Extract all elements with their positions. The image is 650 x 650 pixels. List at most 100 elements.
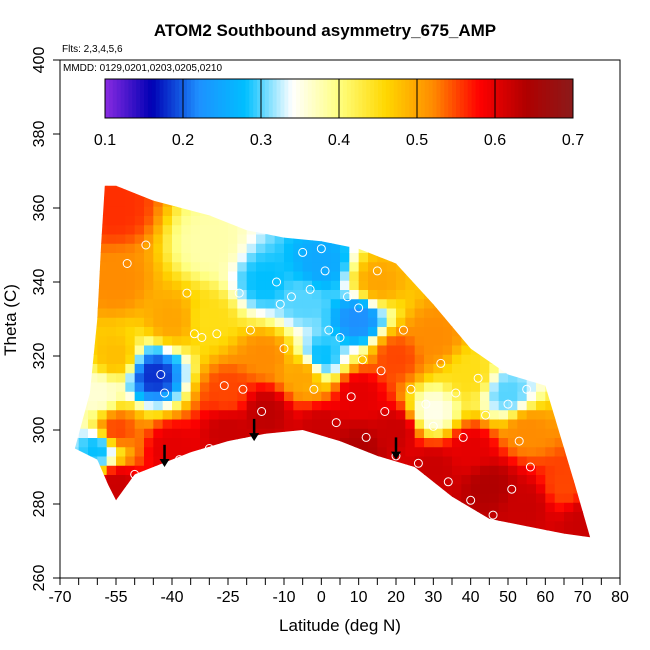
heat-cell xyxy=(498,270,509,281)
heat-cell xyxy=(256,233,266,244)
heat-cell xyxy=(218,215,229,226)
heat-cell xyxy=(405,185,416,189)
heat-cell xyxy=(498,298,509,309)
colorbar-segment xyxy=(132,79,137,118)
heat-cell xyxy=(218,381,229,392)
heat-cell xyxy=(237,243,248,253)
heat-cell xyxy=(228,428,238,438)
heat-cell xyxy=(78,354,89,364)
heat-cell xyxy=(452,187,462,198)
heat-cell xyxy=(396,483,406,494)
heat-cell xyxy=(78,400,89,411)
heat-cell xyxy=(499,169,509,179)
heat-cell xyxy=(116,409,126,420)
heat-cell xyxy=(218,280,229,290)
heat-cell xyxy=(592,234,602,244)
heat-cell xyxy=(228,169,238,179)
heat-cell xyxy=(424,511,434,522)
heat-cell xyxy=(592,299,602,309)
heat-cell xyxy=(209,298,220,309)
colorbar-segment xyxy=(428,79,434,118)
observation-point xyxy=(234,288,244,298)
colorbar-segment xyxy=(140,79,145,118)
heat-cell xyxy=(349,483,360,494)
heat-cell xyxy=(405,215,416,226)
heat-cell xyxy=(405,502,416,512)
heat-cell xyxy=(74,354,80,364)
heat-cell xyxy=(97,298,108,309)
heat-cell xyxy=(358,317,369,327)
heat-cell xyxy=(246,289,257,300)
heat-cell xyxy=(237,317,248,327)
heat-cell xyxy=(74,418,80,429)
colorbar-segment xyxy=(268,79,274,118)
x-tick-label: -70 xyxy=(48,589,71,606)
heat-cell xyxy=(508,196,518,207)
heat-cell xyxy=(564,446,574,457)
x-axis: -70 -55 -40 -25 -10 0 10 20 30 40 50 60 70 80 xyxy=(48,578,629,606)
heat-cell xyxy=(172,465,182,475)
heat-cell xyxy=(274,354,285,364)
heat-cell xyxy=(554,270,565,281)
heat-cell xyxy=(162,381,173,392)
heat-cell xyxy=(470,502,481,512)
heat-cell xyxy=(274,502,285,512)
heat-cell xyxy=(78,270,89,281)
heat-cell xyxy=(396,381,406,392)
heat-cell xyxy=(116,280,126,290)
heat-cell xyxy=(433,243,444,253)
heat-cell xyxy=(526,437,537,448)
observation-point xyxy=(331,418,341,428)
heat-cell xyxy=(480,206,490,216)
heat-cell xyxy=(480,233,490,244)
heat-cell xyxy=(424,261,434,272)
heat-cell xyxy=(181,428,192,438)
heat-cell xyxy=(256,280,266,290)
heat-cell xyxy=(293,474,304,485)
heat-cell xyxy=(190,344,201,355)
heat-cell xyxy=(162,465,173,475)
heat-cell xyxy=(228,243,238,253)
heat-cell xyxy=(162,335,173,346)
heat-cell xyxy=(349,224,360,235)
heat-cell xyxy=(368,437,378,448)
heat-cell xyxy=(97,428,108,438)
heat-cell xyxy=(489,502,500,512)
heat-cell xyxy=(508,280,518,290)
heat-cell xyxy=(228,354,238,364)
heat-cell xyxy=(582,354,591,364)
heat-cell xyxy=(190,474,201,485)
heat-cell xyxy=(536,196,546,207)
heat-cell xyxy=(293,252,304,263)
heat-cell xyxy=(386,187,397,198)
heat-cell xyxy=(321,317,332,327)
heat-cell xyxy=(358,511,369,522)
heat-cell xyxy=(144,529,154,538)
heat-cell xyxy=(256,270,266,281)
heat-cell xyxy=(256,298,266,309)
heat-cell xyxy=(172,326,182,337)
heat-cell xyxy=(564,185,574,189)
heat-cell xyxy=(60,289,70,299)
heat-cell xyxy=(74,307,80,318)
heat-cell xyxy=(461,243,472,253)
heat-cell xyxy=(97,354,108,364)
heat-cell xyxy=(330,418,341,429)
heat-cell xyxy=(480,196,490,207)
heat-cell xyxy=(78,187,89,198)
heat-cell xyxy=(144,289,154,300)
heat-cell xyxy=(256,185,266,189)
heat-cell xyxy=(172,363,182,374)
heat-cell xyxy=(536,483,546,494)
heat-cell xyxy=(209,354,220,364)
heat-cell xyxy=(330,252,341,263)
heat-cell xyxy=(172,391,182,401)
heat-cell xyxy=(592,456,602,466)
heat-cell xyxy=(246,483,257,494)
heat-cell xyxy=(330,317,341,327)
heat-cell xyxy=(106,252,117,263)
heat-cell xyxy=(125,409,136,420)
heat-cell xyxy=(116,502,126,512)
heat-cell xyxy=(200,185,210,189)
heat-cell xyxy=(209,400,220,411)
